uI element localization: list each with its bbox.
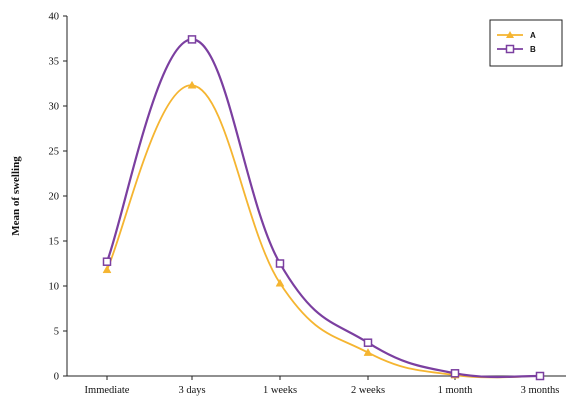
legend-item-A: A [497, 31, 536, 40]
x-tick-label: 1 weeks [263, 385, 297, 396]
x-axis-ticks: Immediate 3 days 1 weeks 2 weeks 1 month 3 mo… [85, 376, 560, 396]
y-tick-label: 0 [54, 372, 59, 383]
legend-label: B [530, 45, 536, 54]
data-point-marker [275, 259, 285, 268]
data-point-marker [275, 278, 285, 287]
y-tick-label: 10 [49, 282, 60, 293]
x-tick-label: Immediate [85, 385, 130, 396]
data-point-marker [102, 257, 112, 266]
chart-axes [66, 16, 566, 377]
y-tick-label: 30 [49, 102, 60, 113]
legend: AB [489, 19, 563, 67]
series-layer [102, 35, 545, 381]
legend-label: A [530, 31, 536, 40]
x-tick-label: 2 weeks [351, 385, 385, 396]
data-point-marker [363, 348, 373, 356]
y-tick-label: 5 [54, 327, 59, 338]
y-tick-label: 35 [49, 57, 60, 68]
legend-marker [505, 44, 515, 54]
legend-marker [506, 31, 514, 38]
series-line [106, 84, 541, 379]
data-point-marker [535, 371, 545, 381]
data-point-marker [102, 265, 112, 274]
data-point-marker [363, 338, 373, 347]
y-axis-label: Mean of swelling [10, 156, 22, 236]
y-axis-ticks: 0 5 10 15 20 25 30 35 40 [49, 12, 67, 383]
y-tick-label: 15 [49, 237, 60, 248]
y-tick-label: 20 [49, 192, 60, 203]
legend-item-B: B [497, 44, 536, 54]
y-tick-label: 25 [49, 147, 60, 158]
series-line [105, 38, 541, 379]
x-tick-label: 1 month [438, 385, 473, 396]
series-A [102, 80, 545, 380]
data-point-marker [187, 80, 197, 89]
data-point-marker [450, 369, 460, 378]
series-B [102, 35, 545, 381]
y-tick-label: 40 [49, 12, 60, 23]
x-tick-label: 3 months [521, 385, 560, 396]
legend-box [489, 19, 563, 67]
data-point-marker [187, 35, 197, 44]
x-tick-label: 3 days [178, 385, 205, 396]
